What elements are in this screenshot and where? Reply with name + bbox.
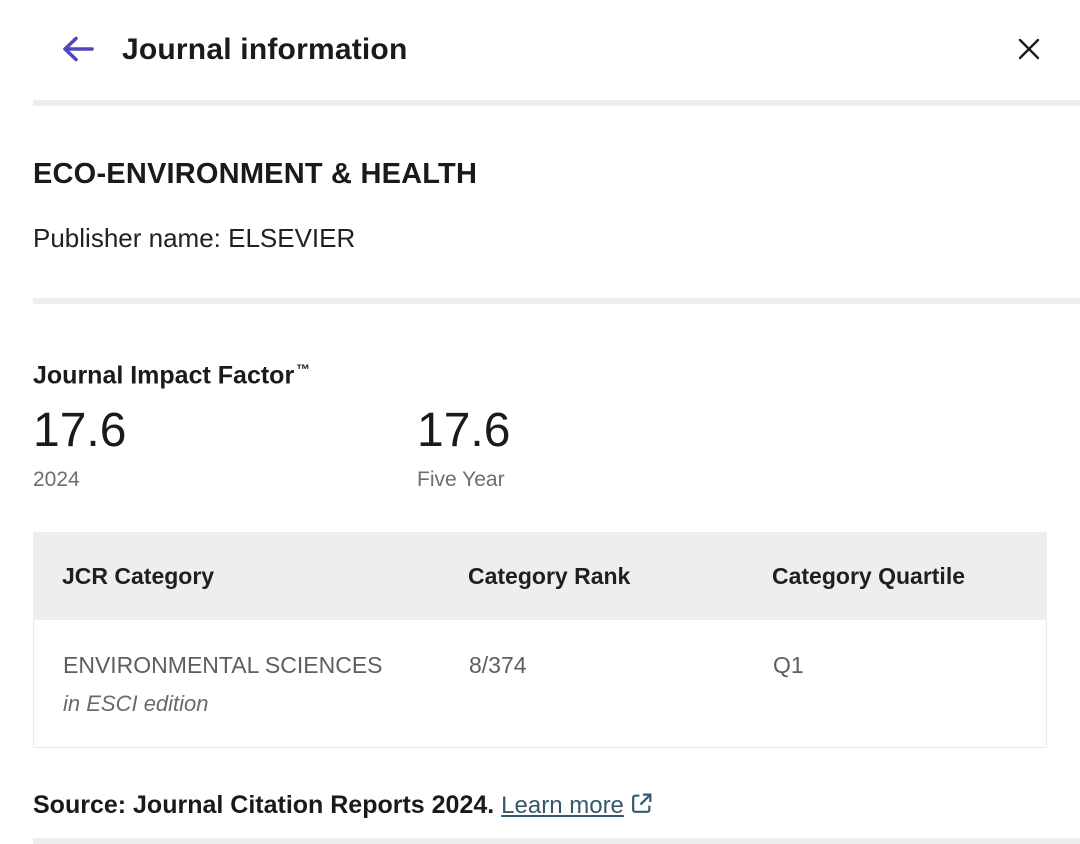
column-header-category-quartile: Category Quartile — [772, 562, 965, 589]
impact-factor-current: 17.6 2024 — [33, 406, 417, 492]
column-header-category-rank: Category Rank — [468, 562, 631, 589]
table-row: ENVIRONMENTAL SCIENCES in ESCI edition 8… — [33, 620, 1047, 749]
panel-title: Journal information — [122, 33, 408, 66]
category-table: JCR Category Category Rank Category Quar… — [33, 532, 1047, 749]
impact-factor-year-label: 2024 — [33, 468, 80, 492]
impact-factor-value: 17.6 — [417, 404, 511, 458]
impact-factor-section: Journal Impact Factor ™ 17.6 2024 17.6 Fi… — [0, 354, 1080, 492]
learn-more-label: Learn more — [501, 792, 624, 820]
divider — [33, 298, 1080, 304]
impact-factor-title-text: Journal Impact Factor — [33, 361, 295, 390]
source-text: Source: Journal Citation Reports 2024. — [33, 791, 495, 820]
external-link-icon — [629, 791, 654, 824]
impact-factor-five-year: 17.6 Five Year — [417, 406, 801, 492]
category-edition: in ESCI edition — [63, 691, 209, 717]
column-header-jcr-category: JCR Category — [62, 562, 215, 589]
panel-header: Journal information — [0, 0, 1080, 100]
impact-factor-year-label: Five Year — [417, 468, 505, 492]
category-quartile-cell: Q1 — [773, 652, 804, 679]
learn-more-link[interactable]: Learn more — [501, 792, 654, 819]
publisher-name: Publisher name: ELSEVIER — [33, 223, 356, 253]
divider — [33, 100, 1080, 106]
category-rank-cell: 8/374 — [469, 652, 527, 679]
arrow-left-icon — [59, 33, 97, 68]
back-button[interactable] — [58, 32, 98, 68]
trademark-symbol: ™ — [296, 361, 311, 377]
impact-factor-metrics: 17.6 2024 17.6 Five Year — [33, 406, 1047, 492]
close-button[interactable] — [1014, 35, 1044, 65]
journal-summary: ECO-ENVIRONMENT & HEALTH Publisher name:… — [0, 156, 1080, 254]
source-line: Source: Journal Citation Reports 2024. L… — [33, 790, 1047, 824]
category-name: ENVIRONMENTAL SCIENCES — [63, 652, 383, 679]
divider — [33, 838, 1080, 844]
impact-factor-title: Journal Impact Factor ™ — [33, 354, 1047, 390]
journal-name: ECO-ENVIRONMENT & HEALTH — [33, 158, 478, 190]
close-icon — [1017, 37, 1041, 64]
category-cell: ENVIRONMENTAL SCIENCES in ESCI edition — [34, 652, 469, 717]
impact-factor-value: 17.6 — [33, 404, 127, 458]
category-table-header: JCR Category Category Rank Category Quar… — [33, 532, 1047, 621]
